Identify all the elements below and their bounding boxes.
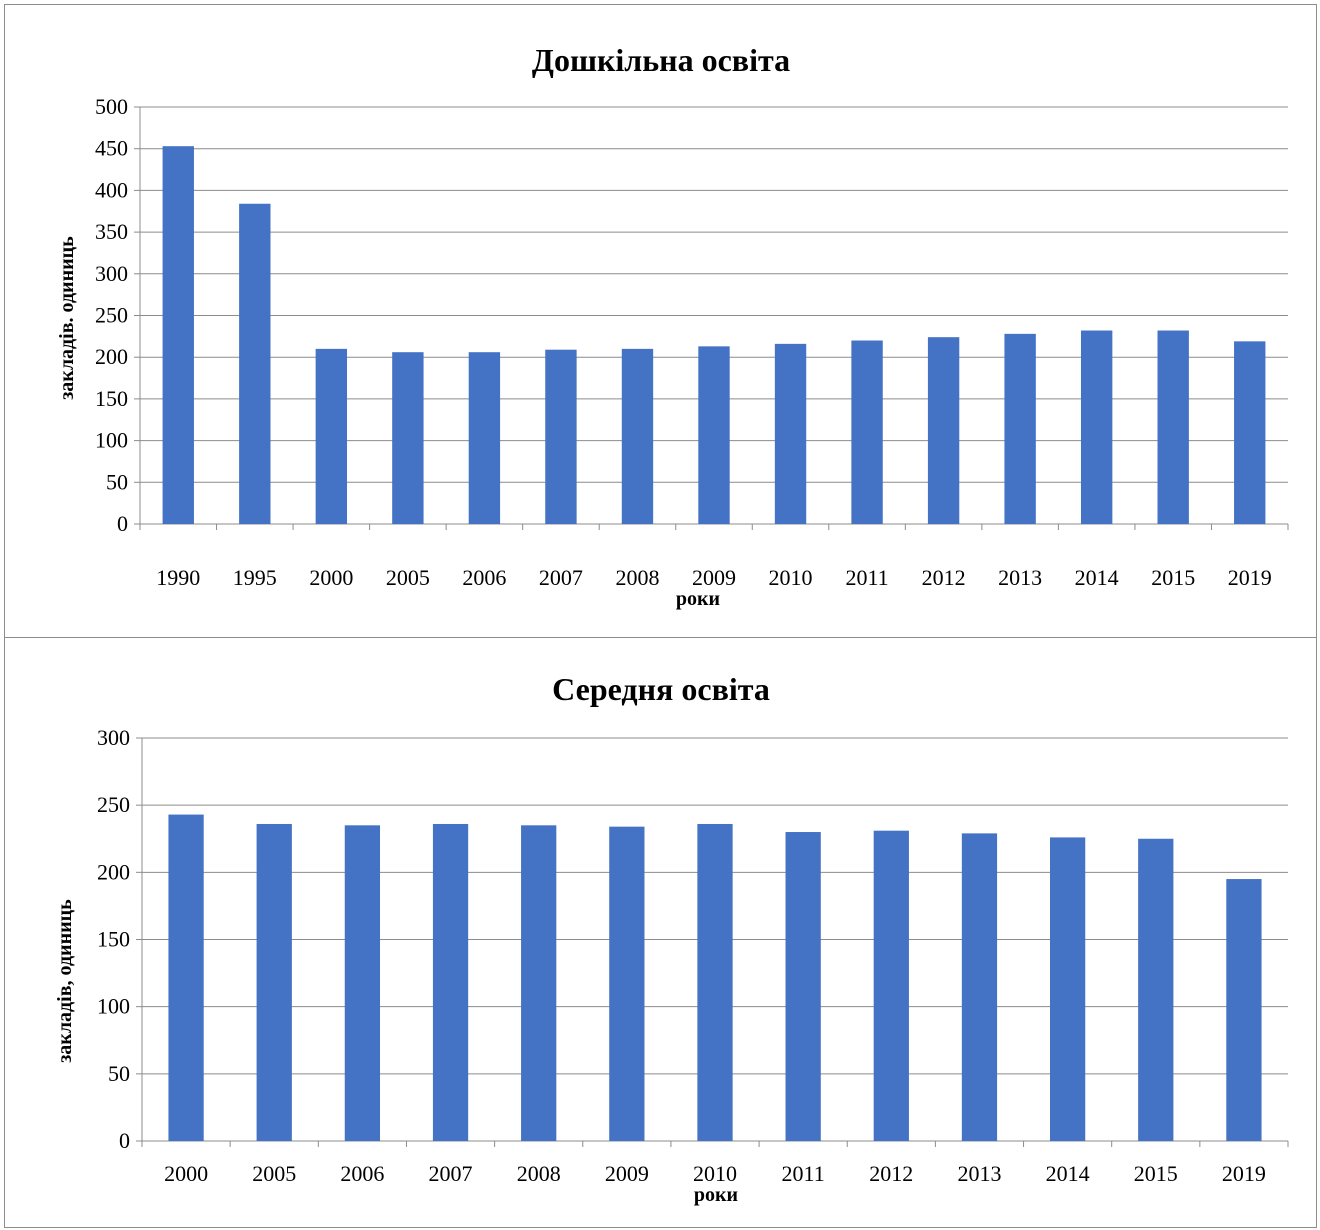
y-tick-label: 200 [97,859,130,884]
plot-area: 0 50 100 150 200 250 300 2000 2005 2006 2007 2008 20… [97,725,1289,1186]
x-tick-label: 2014 [1046,1161,1090,1186]
y-tick-label: 300 [97,725,130,750]
y-tick-label: 50 [108,1061,130,1086]
bar-2019 [1226,879,1262,1141]
bar-1990 [162,146,194,524]
x-tick-label: 2011 [782,1161,825,1186]
y-tick-label: 450 [95,136,128,161]
chart-panel-secondary: Середня освіта 0 50 100 150 200 250 300 2000 200… [4,637,1317,1228]
bar-2006 [468,352,501,524]
chart-title: Дошкільна освіта [532,42,790,78]
x-tick-label: 2013 [957,1161,1001,1186]
y-tick-label: 500 [95,94,128,119]
x-tick-label: 2019 [1228,565,1272,590]
x-tick-label: 1995 [233,565,277,590]
chart-panel-preschool: Дошкільна освіта 0 50 100 150 200 250 300 350 40… [4,4,1317,638]
x-tick-label: 2000 [164,1161,208,1186]
y-tick-label: 0 [117,511,128,536]
bar-2007 [545,349,577,524]
x-tick-label: 2000 [309,565,353,590]
x-tick-label: 2019 [1222,1161,1266,1186]
y-tick-label: 150 [97,927,130,952]
bar-1995 [239,203,271,524]
x-tick-label: 2015 [1134,1161,1178,1186]
x-tick-label: 2008 [615,565,659,590]
bar-2012 [873,830,909,1141]
bar-2009 [698,346,730,524]
bar-2005 [392,352,424,524]
x-tick-label: 2011 [845,565,888,590]
y-tick-label: 200 [95,344,128,369]
x-tick-label: 2009 [605,1161,649,1186]
bar-2009 [609,826,645,1141]
y-tick-label: 300 [95,261,128,286]
x-tick-label: 2010 [769,565,813,590]
bar-2008 [521,825,557,1141]
x-tick-label: 2006 [462,565,506,590]
bar-2015 [1138,838,1174,1141]
x-axis-label: роки [676,588,720,610]
bar-2006 [344,825,381,1141]
chart-title: Середня освіта [552,671,770,707]
bar-2010 [774,343,807,524]
x-tick-label: 2009 [692,565,736,590]
x-tick-label: 2015 [1151,565,1195,590]
y-tick-label: 400 [95,177,128,202]
bar-2011 [851,340,883,524]
x-axis-label: роки [694,1184,738,1206]
x-tick-label: 2010 [693,1161,737,1186]
x-tick-label: 2007 [429,1161,473,1186]
bar-2008 [621,348,654,524]
y-tick-label: 100 [97,994,130,1019]
x-tick-label: 2005 [386,565,430,590]
bar-2012 [927,337,960,524]
bar-2000 [168,814,204,1141]
plot-area: 0 50 100 150 200 250 300 350 400 450 500 1990 1995 20… [95,94,1289,590]
x-tick-label: 1990 [156,565,200,590]
y-tick-label: 350 [95,219,128,244]
y-tick-label: 50 [106,469,128,494]
x-tick-label: 2008 [517,1161,561,1186]
x-tick-label: 2005 [252,1161,296,1186]
x-tick-label: 2014 [1075,565,1119,590]
x-tick-label: 2006 [340,1161,384,1186]
x-tick-label: 2012 [869,1161,913,1186]
y-tick-label: 150 [95,386,128,411]
bar-2013 [961,833,998,1141]
bar-2019 [1234,341,1266,524]
bar-2011 [785,832,821,1141]
x-tick-label: 2013 [998,565,1042,590]
bar-2014 [1049,837,1086,1141]
bar-2013 [1004,333,1036,524]
y-axis-label: закладів, одиниць [54,899,76,1063]
bar-2010 [697,823,733,1141]
bar-2007 [432,823,469,1141]
x-tick-label: 2007 [539,565,583,590]
bar-2000 [315,348,348,524]
y-axis-label: закладів. одиниць [56,236,78,400]
bar-2015 [1157,330,1189,524]
y-tick-label: 250 [97,792,130,817]
y-tick-label: 250 [95,303,128,328]
x-tick-label: 2012 [922,565,966,590]
bar-2014 [1080,330,1113,524]
chart-preschool: Дошкільна освіта 0 50 100 150 200 250 300 350 40… [56,42,1289,610]
y-tick-label: 0 [119,1128,130,1153]
bar-2005 [256,823,292,1141]
y-tick-label: 100 [95,428,128,453]
chart-secondary: Середня освіта 0 50 100 150 200 250 300 2000 200… [54,671,1289,1206]
